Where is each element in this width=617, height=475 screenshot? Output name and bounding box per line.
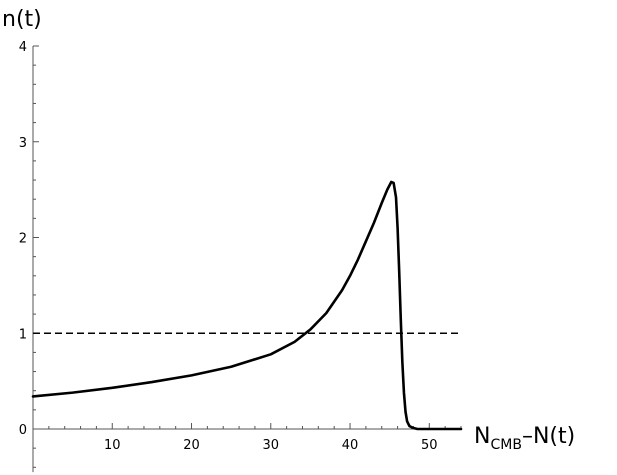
x-tick-label: 20 xyxy=(183,438,200,453)
y-tick-label: 4 xyxy=(19,40,27,55)
x-tick-label: 50 xyxy=(421,438,438,453)
series-line-n xyxy=(31,180,463,431)
x-axis-label-sub: CMB xyxy=(490,437,521,453)
x-tick-label: 40 xyxy=(342,438,359,453)
x-axis-label: NCMB–N(t) xyxy=(474,424,575,453)
axes xyxy=(32,46,461,473)
y-tick-label: 1 xyxy=(19,327,27,342)
x-axis-label-main: N xyxy=(474,424,490,449)
y-tick-label: 2 xyxy=(19,232,27,247)
ticks: 10 20 30 40 50 0 1 2 3 4 xyxy=(19,40,462,468)
x-axis-label-rest: –N(t) xyxy=(522,424,575,449)
y-tick-label: 0 xyxy=(19,423,27,438)
y-tick-label: 3 xyxy=(19,136,27,151)
x-tick-label: 30 xyxy=(263,438,280,453)
y-axis-label: n(t) xyxy=(2,7,42,32)
x-tick-label: 10 xyxy=(104,438,121,453)
series-layer xyxy=(31,180,463,431)
